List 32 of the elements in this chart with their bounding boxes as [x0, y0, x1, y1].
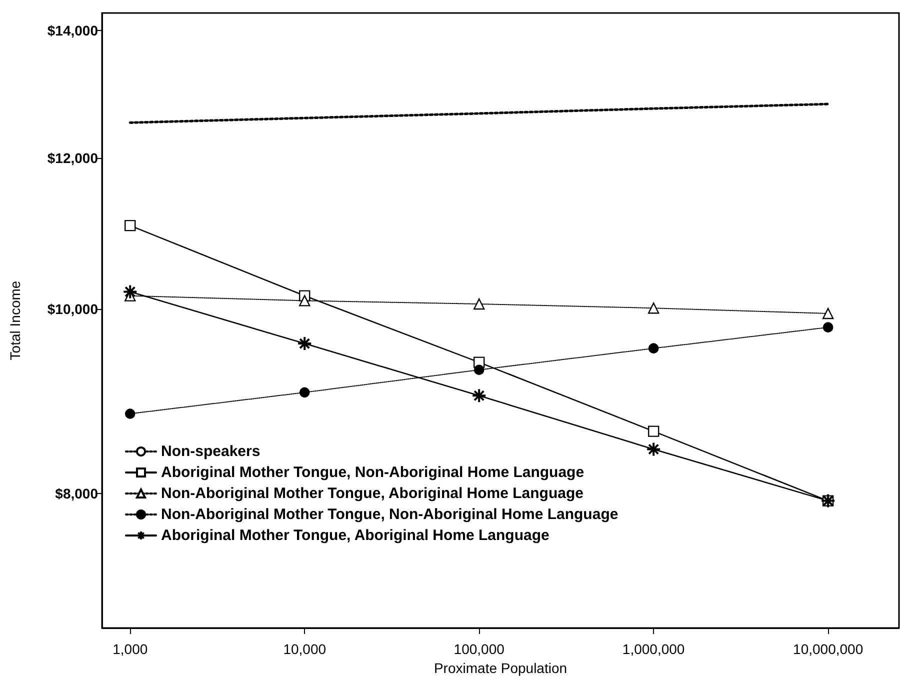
- point: [125, 408, 136, 419]
- x-tick-label: 10,000: [283, 641, 326, 657]
- point: [648, 426, 660, 437]
- point: [648, 302, 660, 314]
- legend-label: Aboriginal Mother Tongue, Non-Aboriginal Home Language: [161, 464, 584, 481]
- point: [297, 336, 312, 352]
- point: [472, 388, 487, 404]
- point: [122, 284, 138, 300]
- legend-label: Aboriginal Mother Tongue, Aboriginal Home Language: [161, 527, 550, 544]
- y-axis-title: Total Income: [7, 280, 23, 360]
- y-tick-label: $14,000: [47, 22, 98, 39]
- point: [646, 442, 662, 457]
- point: [299, 295, 310, 306]
- x-tick-label: 10,000,000: [793, 641, 864, 657]
- point: [473, 298, 485, 310]
- point: [124, 220, 136, 232]
- x-axis-title: Proximate Population: [434, 660, 568, 676]
- legend-label: Non-Aboriginal Mother Tongue, Aboriginal Home Language: [161, 485, 584, 502]
- x-tick-label: 1,000: [112, 641, 148, 657]
- y-tick-label: $12,000: [47, 150, 98, 166]
- x-tick-label: 100,000: [454, 641, 505, 657]
- point: [648, 343, 659, 354]
- point: [822, 308, 834, 320]
- x-tick-label: 1,000,000: [622, 641, 685, 657]
- y-tick-label: $10,000: [47, 300, 98, 317]
- y-tick-label: $8,000: [55, 486, 98, 502]
- line-series: [128, 102, 830, 124]
- point: [822, 322, 834, 332]
- point: [300, 387, 310, 398]
- legend-label: Non-Aboriginal Mother Tongue, Non-Aboriginal Home Language: [161, 506, 618, 523]
- legend-label: Non-speakers: [161, 443, 260, 460]
- point: [474, 364, 484, 375]
